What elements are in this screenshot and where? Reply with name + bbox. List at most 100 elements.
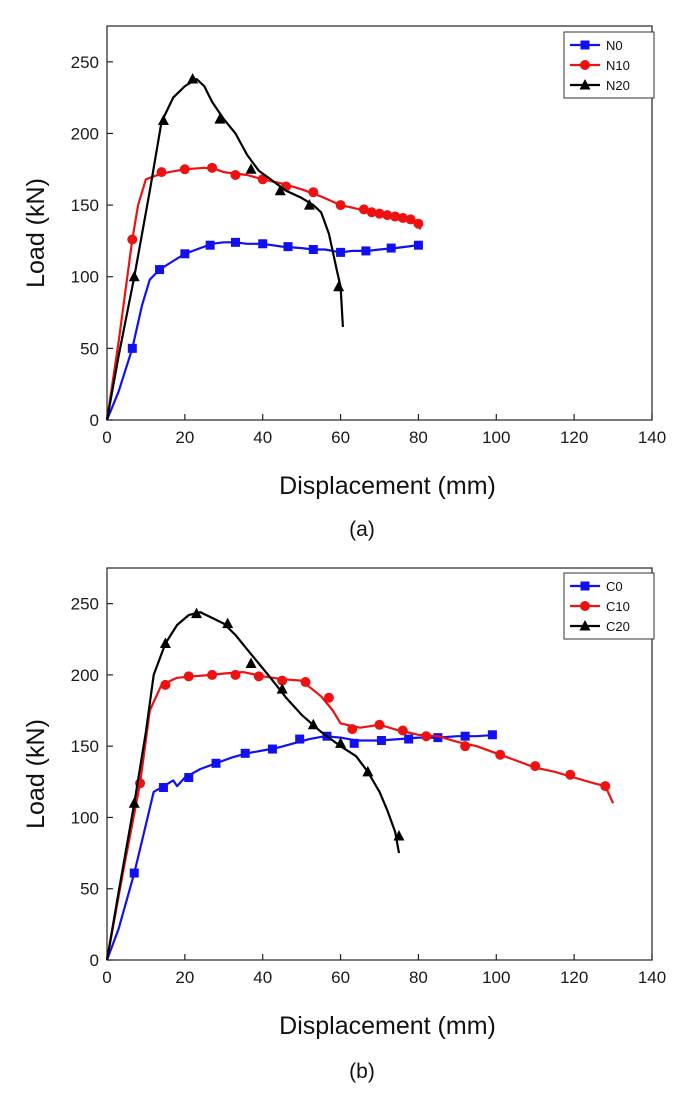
data-point	[205, 240, 215, 250]
x-tick-label: 40	[253, 428, 272, 447]
data-point	[128, 797, 140, 808]
legend-entry: N0	[606, 38, 623, 53]
legend-entry: N20	[606, 78, 630, 93]
data-point	[308, 245, 318, 255]
y-tick-label: 50	[80, 880, 99, 899]
chart-panel-b: 0 20 40 60 80 100 120 140 0 50 100 150 200 250 Displac…	[22, 567, 666, 1083]
x-axis-label: Displacement (mm)	[279, 472, 496, 500]
plot-frame	[106, 567, 653, 961]
data-point	[191, 607, 203, 619]
y-tick-label: 150	[71, 196, 99, 215]
data-point	[179, 164, 190, 175]
data-point	[323, 692, 334, 703]
data-point	[184, 773, 194, 783]
data-point	[245, 163, 257, 174]
data-point	[207, 669, 218, 680]
y-tick-label: 0	[90, 951, 99, 970]
x-tick-label: 100	[482, 968, 510, 987]
data-point	[274, 184, 286, 196]
y-tick-label: 250	[71, 595, 99, 614]
data-point	[277, 675, 288, 686]
y-tick-label: 100	[71, 268, 99, 287]
data-point	[335, 737, 347, 748]
series-line	[105, 671, 615, 961]
data-point	[207, 162, 218, 173]
data-point	[405, 214, 416, 225]
data-point	[222, 617, 234, 629]
legend-marker	[580, 60, 590, 70]
data-point	[376, 735, 386, 745]
data-point	[211, 758, 221, 768]
data-point	[214, 113, 226, 124]
data-point	[159, 637, 171, 649]
series-c10	[105, 669, 615, 961]
y-tick-label: 150	[71, 737, 99, 756]
x-tick-label: 60	[331, 428, 350, 447]
data-point	[230, 237, 240, 247]
data-point	[253, 671, 264, 682]
data-point	[155, 265, 165, 275]
x-tick-label: 140	[638, 428, 666, 447]
data-point	[404, 734, 414, 744]
data-point	[495, 749, 506, 760]
plot-frame	[106, 25, 653, 421]
y-tick-label: 100	[71, 808, 99, 827]
data-point	[157, 114, 169, 126]
data-point	[160, 679, 171, 690]
legend: C0 C10 C20	[563, 572, 655, 640]
data-point	[245, 657, 257, 669]
x-tick-label: 20	[175, 968, 194, 987]
y-tick-label: 200	[71, 666, 99, 685]
legend-entry: C0	[606, 579, 623, 594]
data-point	[397, 212, 408, 223]
data-point	[374, 208, 385, 219]
data-point	[276, 683, 288, 694]
data-point	[386, 243, 396, 253]
series-c20	[105, 607, 405, 961]
y-axis-label: Load (kN)	[22, 719, 50, 829]
data-point	[460, 741, 471, 752]
x-tick-label: 60	[331, 968, 350, 987]
series-n20	[105, 73, 345, 421]
data-point	[158, 783, 168, 793]
data-point	[421, 731, 432, 742]
x-tick-label: 80	[409, 968, 428, 987]
x-tick-label: 140	[638, 968, 666, 987]
legend-marker	[580, 40, 590, 50]
x-tick-label: 0	[102, 428, 111, 447]
y-axis-label: Load (kN)	[22, 178, 50, 288]
data-point	[382, 210, 393, 221]
data-point	[530, 761, 541, 772]
data-point	[397, 725, 408, 736]
data-point	[349, 738, 359, 748]
figure-caption: (a)	[349, 518, 375, 541]
data-point	[267, 744, 277, 754]
y-tick-label: 200	[71, 124, 99, 143]
data-point	[180, 249, 190, 259]
legend-marker	[580, 581, 590, 591]
data-point	[361, 246, 371, 256]
data-point	[347, 724, 358, 735]
data-point	[336, 247, 346, 257]
y-tick-label: 0	[90, 411, 99, 430]
series-n10	[105, 162, 424, 421]
data-point	[362, 765, 374, 777]
legend-entry: N10	[606, 58, 630, 73]
data-point	[295, 734, 305, 744]
data-point	[565, 769, 576, 780]
series-line	[105, 166, 422, 421]
data-point	[127, 234, 138, 245]
data-point	[128, 270, 140, 282]
legend-marker	[579, 620, 591, 631]
data-point	[413, 218, 424, 229]
data-point	[156, 167, 167, 178]
chart-panel-a: 0 20 40 60 80 100 120 140 0 50 100 150 200 250 Displac…	[22, 25, 666, 541]
data-point	[240, 748, 250, 758]
data-point	[487, 730, 497, 740]
data-point	[413, 240, 423, 250]
data-point	[366, 207, 377, 218]
legend: N0 N10 N20	[563, 31, 655, 99]
y-tick-label: 250	[71, 53, 99, 72]
data-point	[358, 204, 369, 215]
